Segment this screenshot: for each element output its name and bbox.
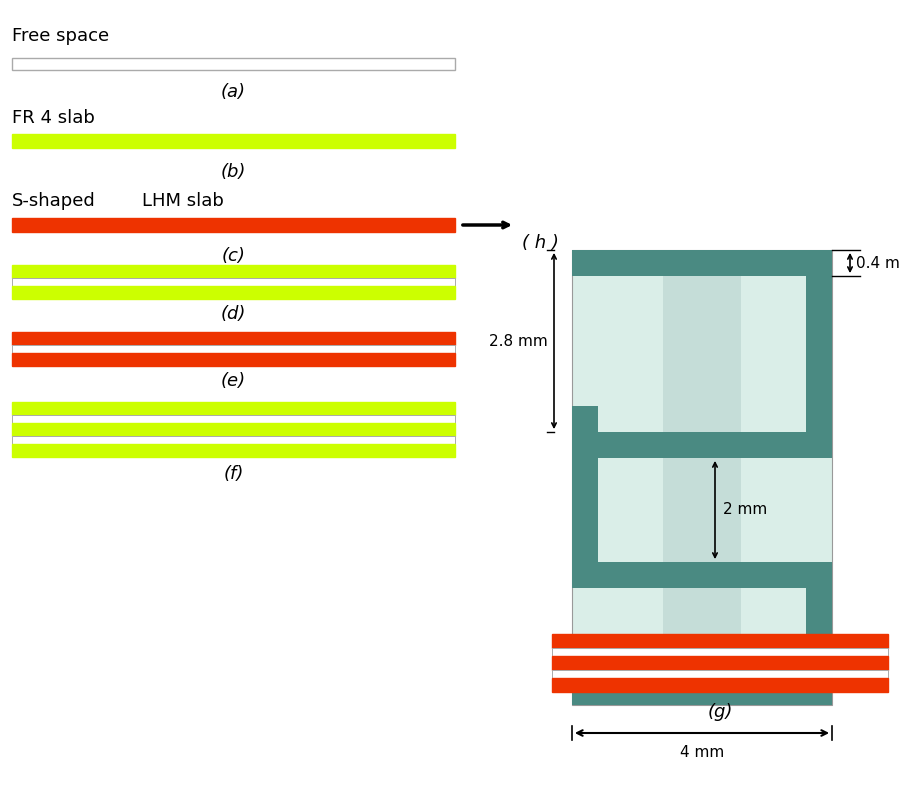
Bar bbox=[12, 332, 455, 345]
Text: (d): (d) bbox=[220, 305, 247, 323]
Bar bbox=[552, 648, 888, 656]
Bar bbox=[572, 250, 832, 705]
Text: 2 mm: 2 mm bbox=[723, 502, 767, 518]
Text: (e): (e) bbox=[220, 372, 246, 390]
Bar bbox=[806, 562, 832, 705]
Bar bbox=[12, 345, 455, 353]
Bar bbox=[12, 402, 455, 415]
Bar bbox=[12, 58, 455, 70]
Bar bbox=[552, 678, 888, 692]
Bar bbox=[12, 286, 455, 299]
Text: 0.4 mm: 0.4 mm bbox=[856, 255, 900, 270]
Text: (g): (g) bbox=[707, 703, 733, 721]
Text: 2.8 mm: 2.8 mm bbox=[490, 334, 548, 349]
Text: S-shaped: S-shaped bbox=[12, 192, 95, 210]
Bar bbox=[572, 250, 832, 276]
Text: (a): (a) bbox=[221, 83, 246, 101]
Bar bbox=[663, 250, 741, 705]
Bar bbox=[12, 423, 455, 436]
Bar bbox=[806, 250, 832, 432]
Bar bbox=[12, 415, 455, 423]
Text: (c): (c) bbox=[221, 247, 246, 265]
Bar bbox=[572, 432, 832, 458]
Text: (b): (b) bbox=[220, 163, 247, 181]
Bar bbox=[552, 656, 888, 670]
Bar bbox=[572, 562, 832, 588]
Bar bbox=[572, 679, 832, 705]
Bar bbox=[12, 218, 455, 232]
Bar bbox=[12, 278, 455, 286]
Text: LHM slab: LHM slab bbox=[142, 192, 224, 210]
Bar bbox=[12, 134, 455, 148]
Bar bbox=[12, 444, 455, 457]
Text: 4 mm: 4 mm bbox=[680, 745, 724, 760]
Bar bbox=[12, 436, 455, 444]
Text: (f): (f) bbox=[223, 465, 244, 483]
Text: FR 4 slab: FR 4 slab bbox=[12, 109, 94, 127]
Bar bbox=[572, 406, 598, 562]
Text: Free space: Free space bbox=[12, 27, 109, 45]
Bar bbox=[12, 353, 455, 366]
Bar bbox=[552, 670, 888, 678]
Bar bbox=[552, 634, 888, 648]
Text: ( h ): ( h ) bbox=[522, 234, 559, 252]
Bar bbox=[12, 265, 455, 278]
